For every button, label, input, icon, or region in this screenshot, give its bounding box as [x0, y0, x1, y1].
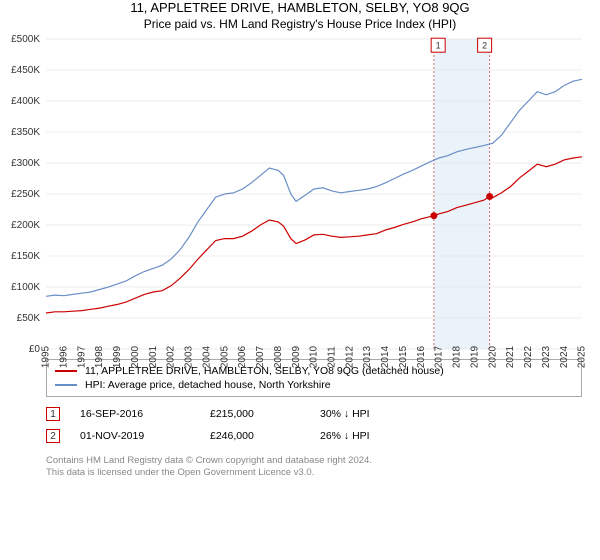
- svg-text:2021: 2021: [505, 345, 516, 368]
- chart-subtitle: Price paid vs. HM Land Registry's House …: [0, 17, 600, 31]
- svg-text:2020: 2020: [487, 345, 498, 368]
- table-row: 2 01-NOV-2019£246,00026% ↓ HPI: [46, 425, 582, 447]
- svg-text:2010: 2010: [309, 345, 320, 368]
- transaction-table: 1 16-SEP-2016£215,00030% ↓ HPI 2 01-NOV-201…: [46, 403, 582, 447]
- svg-text:2025: 2025: [577, 345, 588, 368]
- svg-text:2015: 2015: [398, 345, 409, 368]
- svg-text:2007: 2007: [255, 345, 266, 368]
- svg-text:2024: 2024: [559, 345, 570, 368]
- svg-text:2009: 2009: [291, 345, 302, 368]
- svg-text:1999: 1999: [112, 345, 123, 368]
- svg-text:2001: 2001: [148, 345, 159, 368]
- table-row: 1 16-SEP-2016£215,00030% ↓ HPI: [46, 403, 582, 425]
- svg-text:1996: 1996: [59, 345, 70, 368]
- svg-text:£250K: £250K: [11, 189, 40, 200]
- svg-text:2004: 2004: [201, 345, 212, 368]
- svg-text:£400K: £400K: [11, 96, 40, 107]
- svg-text:2022: 2022: [523, 345, 534, 368]
- attribution: Contains HM Land Registry data © Crown c…: [46, 455, 582, 480]
- legend-swatch: [55, 384, 77, 386]
- legend-label: HPI: Average price, detached house, Nort…: [85, 379, 331, 391]
- svg-text:£350K: £350K: [11, 127, 40, 138]
- svg-text:2016: 2016: [416, 345, 427, 368]
- svg-text:£50K: £50K: [17, 313, 41, 324]
- tx-pct: 30% ↓ HPI: [320, 408, 440, 420]
- tx-pct: 26% ↓ HPI: [320, 430, 440, 442]
- tx-marker: 2: [46, 429, 60, 443]
- svg-text:£450K: £450K: [11, 65, 40, 76]
- tx-price: £215,000: [210, 408, 320, 420]
- svg-text:2012: 2012: [344, 345, 355, 368]
- svg-text:1997: 1997: [76, 345, 87, 368]
- svg-text:2011: 2011: [327, 346, 338, 368]
- svg-text:£500K: £500K: [11, 34, 40, 45]
- svg-text:2014: 2014: [380, 345, 391, 368]
- svg-text:2008: 2008: [273, 345, 284, 368]
- svg-text:2018: 2018: [452, 345, 463, 368]
- svg-text:1998: 1998: [94, 345, 105, 368]
- legend-row: HPI: Average price, detached house, Nort…: [55, 378, 573, 392]
- marker-dot: [486, 193, 493, 200]
- svg-text:£100K: £100K: [11, 282, 40, 293]
- series-property: [46, 157, 582, 313]
- svg-text:2005: 2005: [219, 345, 230, 368]
- svg-text:2003: 2003: [184, 345, 195, 368]
- svg-text:£300K: £300K: [11, 158, 40, 169]
- attribution-line: This data is licensed under the Open Gov…: [46, 467, 582, 479]
- svg-text:£0: £0: [29, 344, 41, 355]
- marker-num: 1: [436, 41, 441, 51]
- tx-price: £246,000: [210, 430, 320, 442]
- attribution-line: Contains HM Land Registry data © Crown c…: [46, 455, 582, 467]
- marker-num: 2: [482, 41, 487, 51]
- svg-text:2023: 2023: [541, 345, 552, 368]
- series-hpi: [46, 79, 582, 296]
- tx-marker: 1: [46, 407, 60, 421]
- svg-text:2019: 2019: [469, 345, 480, 368]
- svg-text:2017: 2017: [434, 345, 445, 368]
- tx-date: 16-SEP-2016: [80, 408, 210, 420]
- tx-date: 01-NOV-2019: [80, 430, 210, 442]
- svg-text:2013: 2013: [362, 345, 373, 368]
- chart-svg: £0£50K£100K£150K£200K£250K£300K£350K£400…: [46, 39, 582, 353]
- svg-text:1995: 1995: [41, 345, 52, 368]
- chart-area: £0£50K£100K£150K£200K£250K£300K£350K£400…: [46, 39, 582, 353]
- marker-dot: [430, 212, 437, 219]
- svg-text:2006: 2006: [237, 345, 248, 368]
- svg-text:2002: 2002: [166, 345, 177, 368]
- svg-text:£150K: £150K: [11, 251, 40, 262]
- svg-text:£200K: £200K: [11, 220, 40, 231]
- chart-title: 11, APPLETREE DRIVE, HAMBLETON, SELBY, Y…: [0, 0, 600, 15]
- legend-swatch: [55, 370, 77, 372]
- svg-text:2000: 2000: [130, 345, 141, 368]
